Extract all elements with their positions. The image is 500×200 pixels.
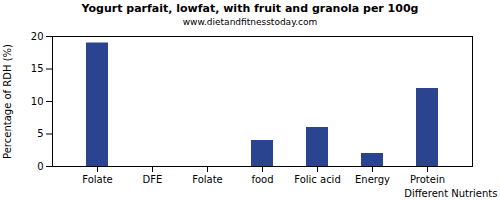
svg-text:Protein: Protein bbox=[410, 174, 445, 185]
svg-text:Percentage of RDH (%): Percentage of RDH (%) bbox=[2, 44, 13, 159]
svg-text:Different Nutrients: Different Nutrients bbox=[404, 188, 497, 199]
svg-text:15: 15 bbox=[31, 63, 44, 74]
svg-text:0: 0 bbox=[37, 161, 43, 172]
svg-text:Energy: Energy bbox=[355, 174, 390, 185]
svg-text:5: 5 bbox=[37, 128, 43, 139]
svg-text:10: 10 bbox=[31, 96, 44, 107]
svg-text:20: 20 bbox=[31, 31, 44, 42]
html-text:www.dietandfitnesstoday.com: www.dietandfitnesstoday.com bbox=[182, 17, 318, 27]
svg-text:Folate: Folate bbox=[82, 174, 113, 185]
svg-text:Folate: Folate bbox=[192, 174, 223, 185]
svg-text:food: food bbox=[251, 174, 273, 185]
html-text:Yogurt parfait, lowfat, with f: Yogurt parfait, lowfat, with fruit and g… bbox=[81, 2, 419, 15]
svg-text:Folic acid: Folic acid bbox=[294, 174, 341, 185]
svg-text:DFE: DFE bbox=[143, 174, 163, 185]
